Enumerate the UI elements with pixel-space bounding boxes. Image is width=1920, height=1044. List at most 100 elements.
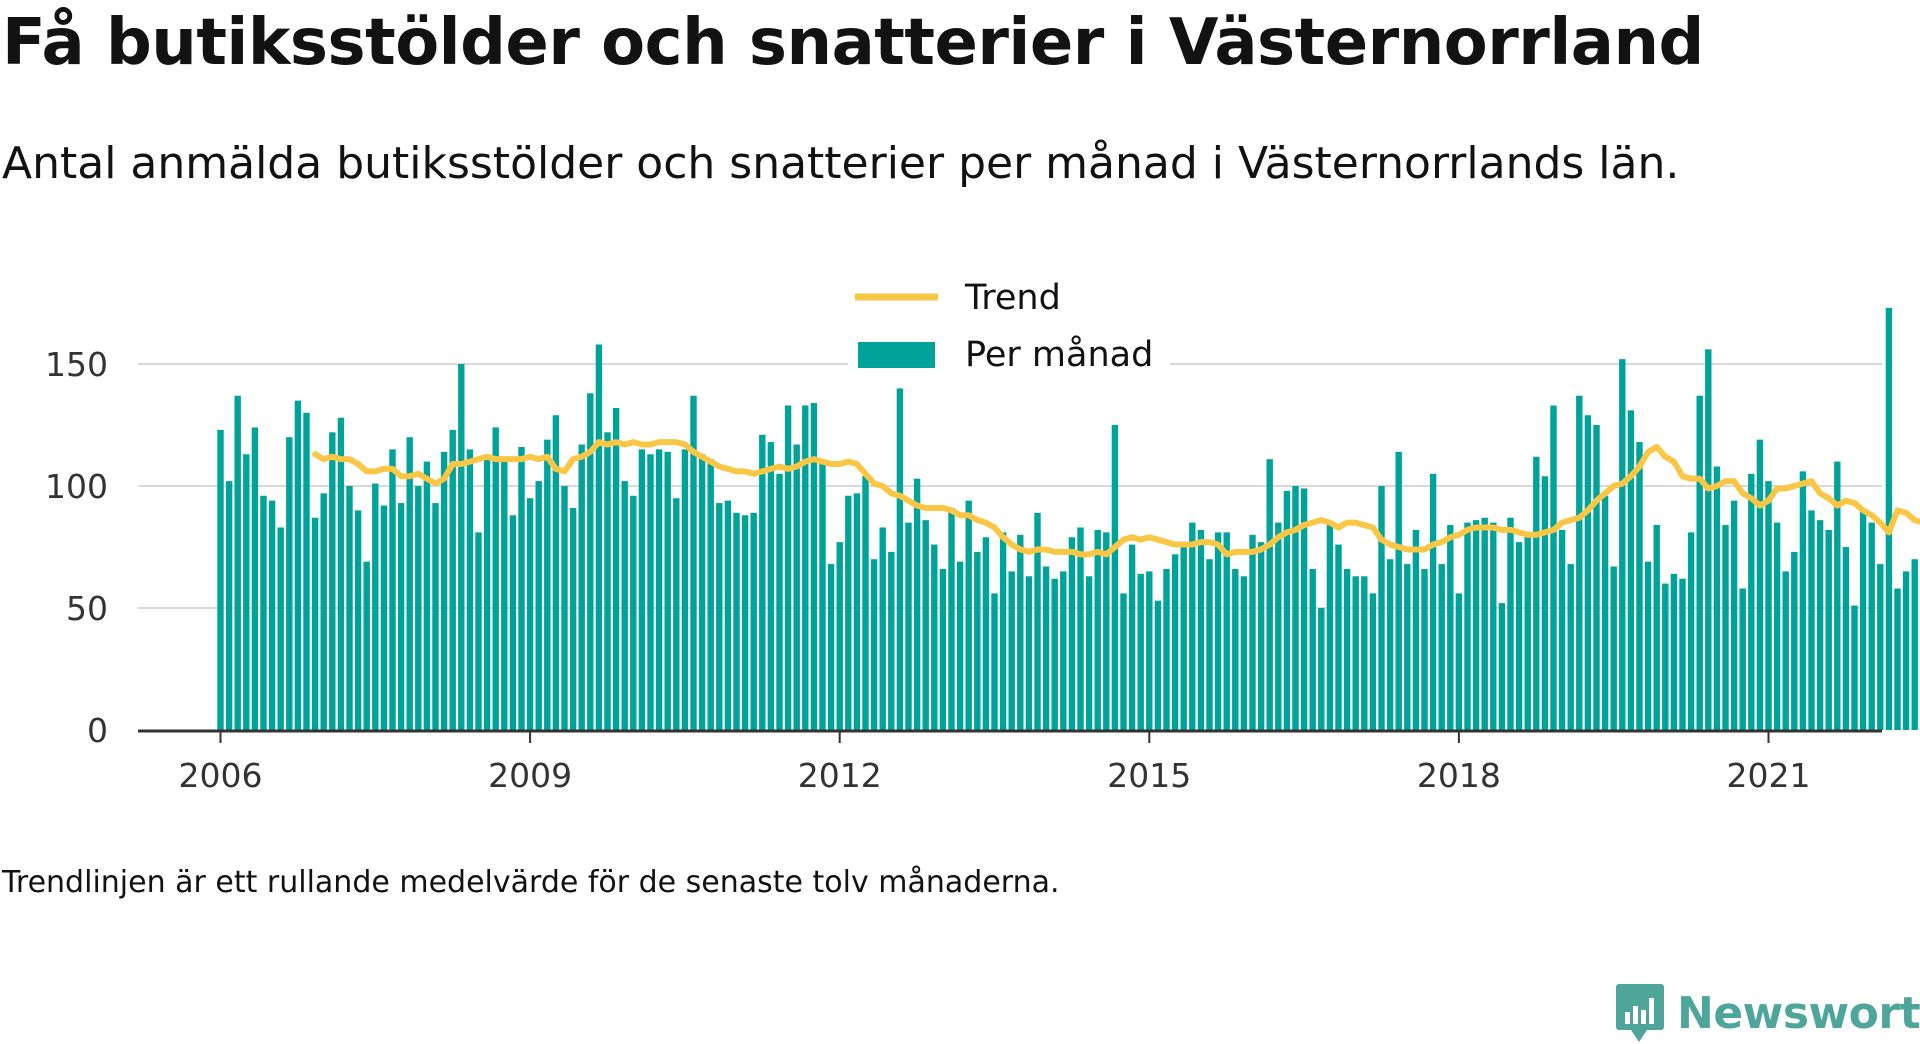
bar (286, 437, 293, 730)
bar (1550, 405, 1557, 730)
bar (939, 568, 947, 730)
bar (544, 439, 551, 730)
bar (1748, 473, 1755, 730)
bar (1533, 456, 1540, 730)
bar (320, 493, 327, 730)
legend: Trend Per månad (848, 276, 1170, 376)
newsworthy-logo-text: Newsworthy (1677, 987, 1920, 1039)
bar (1644, 561, 1652, 730)
bar (896, 388, 904, 730)
bar (1404, 564, 1411, 730)
bar (638, 449, 646, 730)
newsworthy-logo-icon (1616, 984, 1664, 1042)
bar (225, 481, 233, 730)
x-tick-label: 2009 (488, 756, 572, 795)
bar (1653, 525, 1660, 730)
bar (251, 427, 259, 730)
bar (664, 451, 671, 730)
bar (406, 437, 413, 730)
bar (1808, 510, 1815, 730)
bar (776, 473, 783, 730)
bar (793, 444, 800, 730)
bar (767, 442, 775, 730)
bar (1025, 576, 1033, 730)
bar (982, 537, 990, 730)
bar (655, 449, 663, 730)
bar (1756, 439, 1764, 730)
bar (483, 454, 491, 730)
x-tick-label: 2015 (1107, 756, 1191, 795)
bar (1447, 525, 1454, 730)
bar (423, 461, 431, 730)
bar (931, 544, 938, 730)
bar (501, 461, 508, 730)
bar (1584, 415, 1592, 730)
bar (475, 532, 482, 730)
bar (1834, 461, 1841, 730)
bar (1326, 525, 1334, 730)
bar (913, 478, 921, 730)
bar (535, 481, 542, 730)
bar (243, 454, 250, 730)
bar (552, 415, 560, 730)
bar (1773, 522, 1781, 730)
bar (1249, 534, 1256, 730)
bar (1859, 510, 1867, 730)
bar (1300, 488, 1308, 730)
bar (1911, 559, 1918, 730)
bar (759, 434, 766, 730)
bar (716, 503, 723, 730)
bar (1601, 495, 1609, 730)
bar (329, 432, 336, 730)
bar (741, 515, 749, 730)
bar (630, 495, 637, 730)
bar (595, 344, 603, 730)
bar (458, 364, 465, 730)
bar (397, 503, 405, 730)
bar (991, 593, 998, 730)
bar (1111, 425, 1119, 730)
bar (518, 446, 525, 730)
bar (1851, 605, 1858, 730)
bar (492, 427, 499, 730)
bar (1361, 576, 1368, 730)
bar (1627, 410, 1635, 730)
legend-bar-label: Per månad (965, 334, 1153, 375)
bar (1593, 425, 1600, 730)
bar (836, 542, 843, 730)
y-tick-label: 100 (45, 467, 108, 506)
chart-title: Få butiksstölder och snatterier i Väster… (2, 6, 1704, 80)
bar (1765, 481, 1772, 730)
bar (337, 417, 345, 730)
bar (870, 559, 878, 730)
bar (1094, 529, 1101, 730)
bar (561, 486, 568, 730)
bar (1902, 571, 1910, 730)
bar (1042, 566, 1050, 730)
bar (1051, 578, 1058, 730)
bar (234, 395, 241, 730)
bar (1429, 473, 1437, 730)
x-tick-label: 2021 (1727, 756, 1811, 795)
bar (277, 527, 284, 730)
bar (1739, 588, 1746, 730)
bar (1180, 547, 1187, 730)
chart-area: 0501001502006200920122015201820212024 Tr… (45, 276, 1920, 795)
bar (819, 461, 826, 730)
newsworthy-logo: Newsworthy (1615, 982, 1920, 1044)
bar (1472, 520, 1480, 730)
bar (733, 512, 740, 730)
bar (698, 454, 706, 730)
bar (1103, 532, 1110, 730)
bar (922, 520, 929, 730)
bar (1670, 573, 1678, 730)
bar (1257, 542, 1265, 730)
bar (1137, 573, 1144, 730)
bar (690, 395, 697, 730)
bar (1077, 527, 1084, 730)
bar (466, 449, 474, 730)
bar (1842, 547, 1850, 730)
x-tick-label: 2012 (798, 756, 882, 795)
trend-line (312, 439, 1920, 558)
footnote: Trendlinjen är ett rullande medelvärde f… (2, 865, 1060, 900)
